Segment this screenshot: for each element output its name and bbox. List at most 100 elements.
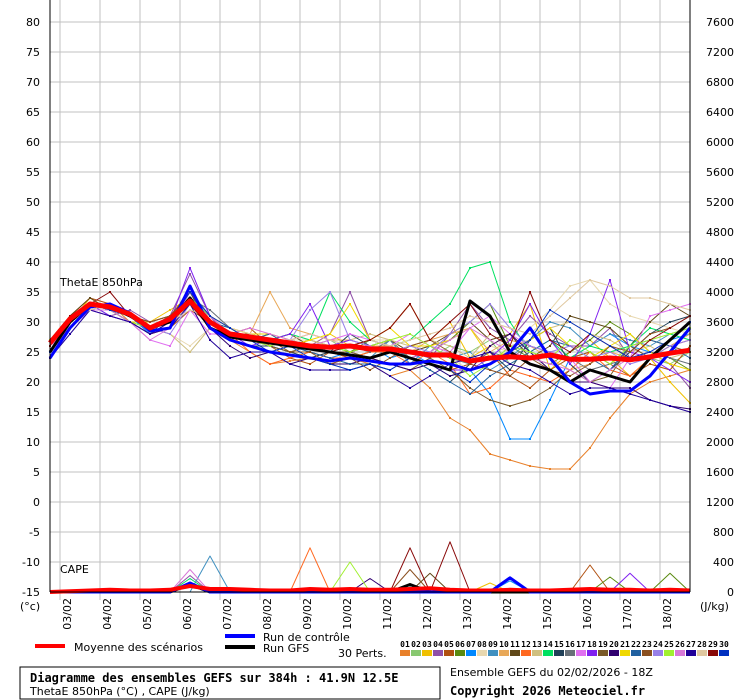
data-point (469, 429, 471, 431)
x-tick-label: 16/02 (581, 598, 594, 630)
data-point (449, 339, 451, 341)
x-tick-label: 15/02 (541, 598, 554, 630)
data-point (509, 321, 511, 323)
data-point (449, 381, 451, 383)
data-point (609, 339, 611, 341)
theta-line-mean (48, 298, 691, 364)
data-point (509, 333, 511, 335)
data-point (389, 369, 391, 371)
data-point (529, 387, 531, 389)
data-point (549, 399, 551, 401)
data-point (329, 369, 331, 371)
left-tick-label: 60 (26, 136, 40, 149)
data-point (269, 333, 271, 335)
data-point (469, 357, 471, 359)
data-point (669, 405, 671, 407)
data-point (109, 315, 111, 317)
data-point (309, 339, 311, 341)
pert-legend-swatch (554, 650, 564, 656)
data-point (89, 309, 91, 311)
data-point (469, 393, 471, 395)
data-point (349, 303, 351, 305)
right-tick-label: 2800 (706, 376, 734, 389)
data-point (569, 339, 571, 341)
data-point (529, 399, 531, 401)
data-point (509, 327, 511, 329)
pert-legend-swatch (642, 650, 652, 656)
data-point (229, 327, 231, 329)
pert-legend-number: 18 (587, 640, 597, 649)
data-point (209, 315, 211, 317)
pert-legend-swatch (598, 650, 608, 656)
pert-legend-swatch (477, 650, 487, 656)
grid (50, 0, 690, 593)
x-tick-label: 07/02 (221, 598, 234, 630)
data-point (429, 375, 431, 377)
pert-legend-number: 22 (631, 640, 641, 649)
data-point (489, 303, 491, 305)
data-point (149, 333, 151, 335)
pert-legend-swatch (719, 650, 729, 656)
data-point (449, 417, 451, 419)
data-point (669, 357, 671, 359)
data-point (129, 321, 131, 323)
left-tick-label: 5 (33, 466, 40, 479)
data-point (569, 321, 571, 323)
data-point (489, 375, 491, 377)
data-point (509, 438, 511, 440)
right-axis-unit: (J/kg) (700, 600, 729, 613)
pert-legend-number: 23 (642, 640, 652, 649)
data-point (569, 363, 571, 365)
right-tick-label: 7200 (706, 46, 734, 59)
pert-legend-swatch (664, 650, 674, 656)
pert-legend-swatch (697, 650, 707, 656)
data-point (649, 327, 651, 329)
data-point (69, 333, 71, 335)
data-point (449, 327, 451, 329)
x-tick-label: 03/02 (61, 598, 74, 630)
data-point (269, 345, 271, 347)
data-point (289, 351, 291, 353)
data-point (189, 291, 191, 293)
data-point (349, 321, 351, 323)
data-point (329, 363, 331, 365)
pert-legend-swatch (510, 650, 520, 656)
x-tick-label: 13/02 (461, 598, 474, 630)
data-point (629, 339, 631, 341)
theta-panel-label: ThetaE 850hPa (59, 276, 143, 289)
data-point (489, 339, 491, 341)
pert-legend-swatch (543, 650, 553, 656)
x-tick-label: 11/02 (381, 598, 394, 630)
data-point (629, 345, 631, 347)
pert-legend-swatch (631, 650, 641, 656)
legend-mean-label: Moyenne des scénarios (74, 641, 203, 654)
pert-legend-swatch (565, 650, 575, 656)
pert-legend-number: 25 (664, 640, 674, 649)
data-point (329, 339, 331, 341)
right-tick-label: 3600 (706, 316, 734, 329)
left-tick-label: 15 (26, 406, 40, 419)
data-point (409, 369, 411, 371)
data-point (629, 387, 631, 389)
data-point (609, 345, 611, 347)
data-point (529, 375, 531, 377)
data-point (609, 387, 611, 389)
pert-legend-swatch (488, 650, 498, 656)
pert-legend-number: 17 (576, 640, 586, 649)
data-point (369, 339, 371, 341)
data-point (329, 291, 331, 293)
pert-legend-swatch (675, 650, 685, 656)
data-point (509, 405, 511, 407)
data-point (549, 327, 551, 329)
data-point (669, 345, 671, 347)
data-point (549, 333, 551, 335)
data-point (189, 267, 191, 269)
data-point (549, 321, 551, 323)
data-point (329, 333, 331, 335)
data-point (589, 381, 591, 383)
data-point (569, 351, 571, 353)
data-point (189, 351, 191, 353)
data-point (369, 333, 371, 335)
data-point (529, 345, 531, 347)
